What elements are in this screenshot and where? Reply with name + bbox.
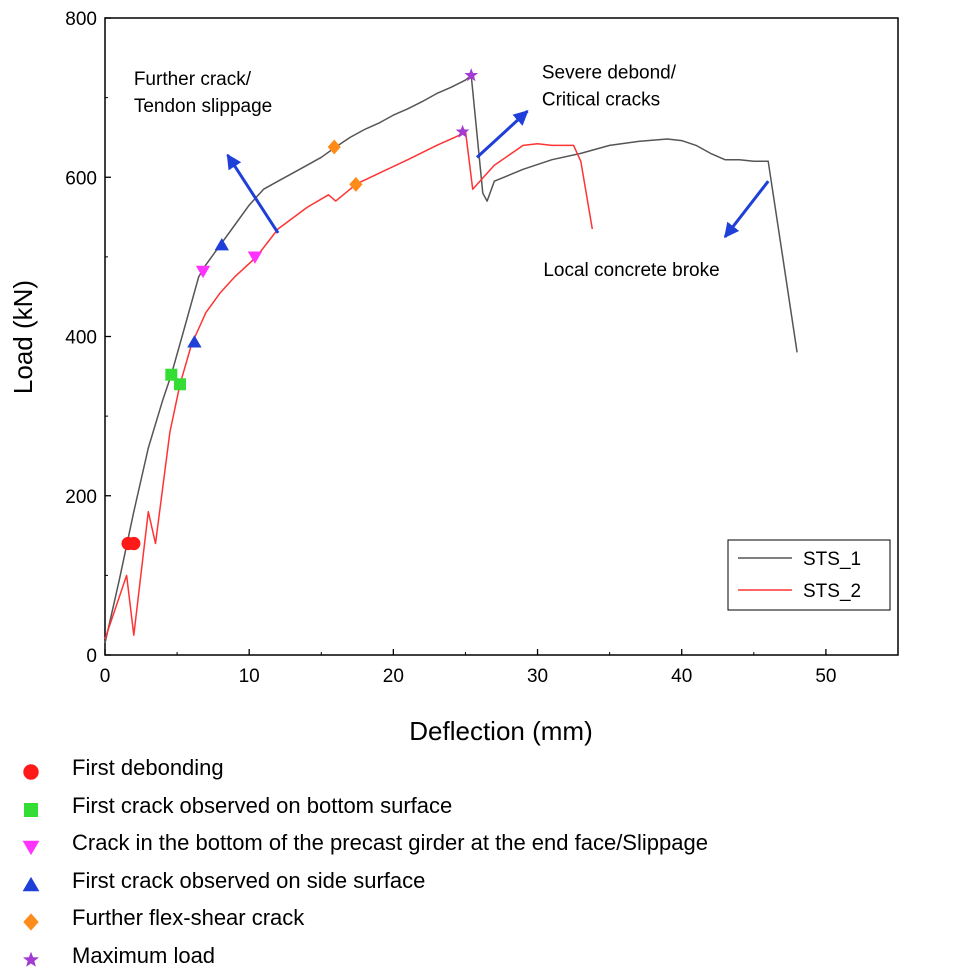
annotation-arrow [475, 110, 529, 159]
x-axis-title: Deflection (mm) [409, 716, 592, 746]
marker-legend-symbol [23, 913, 39, 931]
marker-legend-symbol [24, 802, 38, 817]
marker-first-debonding [127, 536, 141, 551]
y-tick-label: 0 [86, 646, 97, 667]
series-layer [104, 74, 798, 644]
marker-legend-symbol-square [24, 802, 38, 817]
marker-legend-label: Further flex-shear crack [72, 905, 305, 930]
y-tick-label: 600 [65, 168, 97, 189]
annotation-text: Local concrete broke [543, 260, 719, 281]
y-tick-label: 800 [65, 9, 97, 30]
marker-maximum-load [464, 68, 479, 82]
marker-legend-label: First crack observed on bottom surface [72, 792, 453, 818]
marker-legend-symbol-circle [23, 764, 39, 780]
axis-ticks: 0 10 20 30 40 50 0 200 400 600 800 [65, 9, 836, 687]
marker-legend-item: Maximum load [18, 941, 958, 979]
marker-legend-symbol-triangle-up [22, 876, 40, 891]
marker-flex-shear-crack [349, 176, 363, 192]
marker-legend-symbol [23, 764, 39, 780]
x-tick-label: 0 [100, 666, 111, 687]
annotation-arrow [723, 180, 770, 239]
marker-first-crack-bottom [173, 378, 186, 391]
marker-legend-symbol-diamond [23, 913, 39, 931]
y-axis-title: Load (kN) [8, 280, 38, 394]
marker-crack-precast-end-face [195, 265, 211, 279]
marker-legend-item: First debonding [18, 753, 958, 791]
marker-legend-label: First debonding [72, 755, 224, 780]
x-tick-label: 20 [383, 666, 404, 687]
marker-first-crack-bottom [165, 368, 178, 381]
marker-flex-shear-crack [327, 139, 341, 155]
annotation-text: Tendon slippage [134, 96, 272, 117]
marker-maximum-load [455, 124, 470, 138]
marker-legend-item: First crack observed on side surface [18, 866, 958, 904]
marker-legend-item: First crack observed on bottom surface [18, 791, 958, 829]
x-tick-label: 40 [671, 666, 692, 687]
marker-legend-symbol-triangle-down [22, 840, 40, 856]
series-legend-box [727, 539, 891, 611]
marker-first-crack-side [187, 335, 202, 348]
annotation-text: Critical cracks [542, 90, 660, 111]
marker-legend-item: Further flex-shear crack [18, 903, 958, 941]
marker-legend-symbol [23, 951, 39, 967]
annotation-text: Further crack/ [134, 69, 252, 90]
annotation-text: Severe debond/ [542, 63, 677, 84]
y-tick-label: 400 [65, 328, 97, 349]
annotation-layer: Further crack/Tendon slippage Severe debo… [134, 63, 770, 281]
x-tick-label: 50 [815, 666, 836, 687]
x-tick-label: 30 [527, 666, 548, 687]
series-legend-label: STS_1 [803, 549, 861, 570]
marker-legend-symbol-star [23, 951, 39, 967]
marker-legend-symbol [22, 840, 40, 856]
load-deflection-chart: 0 10 20 30 40 50 0 200 400 600 800 Further crack/T… [8, 9, 899, 746]
y-tick-label: 200 [65, 487, 97, 508]
series-line-sts-1 [104, 74, 798, 644]
series-line-sts-2 [104, 130, 594, 640]
marker-legend: First debonding First crack observed on b… [18, 753, 958, 978]
series-legend: STS_1 STS_2 [727, 539, 891, 611]
marker-legend-label: Maximum load [72, 942, 216, 968]
marker-legend-label: Crack in the bottom of the precast girde… [72, 830, 708, 855]
marker-layer [121, 68, 479, 551]
annotation-arrow [226, 153, 280, 234]
marker-legend-label: First crack observed on side surface [72, 867, 426, 893]
marker-legend-item: Crack in the bottom of the precast girde… [18, 828, 958, 866]
series-legend-label: STS_2 [803, 581, 861, 602]
marker-legend-symbol [22, 876, 40, 891]
x-tick-label: 10 [239, 666, 260, 687]
marker-first-crack-side [214, 237, 229, 251]
marker-crack-precast-end-face [247, 251, 263, 264]
